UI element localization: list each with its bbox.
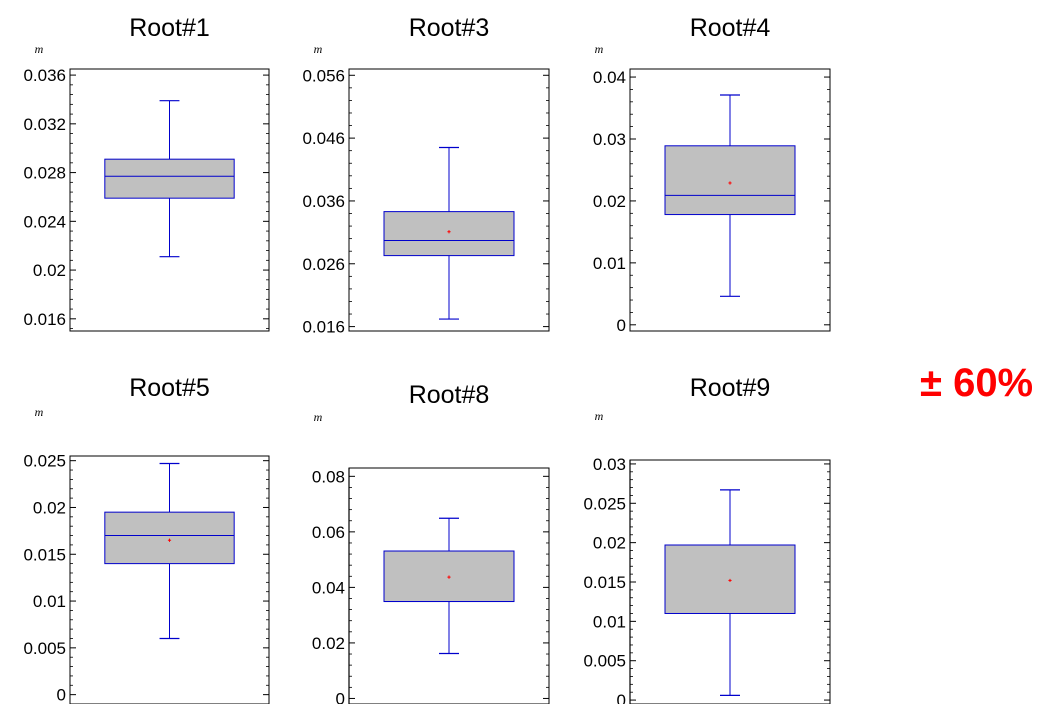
iqr-box [383,211,515,257]
y-tick-label: 0.016 [302,318,345,337]
iqr-box [104,511,235,565]
y-tick-label: 0.03 [593,130,626,149]
y-tick-label: 0.032 [23,115,66,134]
plot-frame [69,455,270,704]
y-tick-label: 0.02 [593,534,626,553]
y-tick-label: 0 [57,686,66,704]
iqr-box [104,158,235,199]
y-unit-label: m [35,405,44,419]
y-tick-label: 0.02 [33,498,66,517]
chart-panel: Root#4 m 0 0.01 0.02 0.03 0.04 [593,14,831,335]
y-tick-label: 0.025 [23,452,66,471]
y-tick-label: 0.005 [583,652,626,671]
y-tick-label: 0.015 [583,573,626,592]
chart-title: Root#3 [409,14,490,42]
y-tick-label: 0.03 [593,455,626,474]
y-tick-label: 0.005 [23,639,66,658]
y-unit-label: m [595,409,604,423]
y-tick-label: 0.04 [593,68,626,87]
chart-title: Root#9 [690,374,771,402]
chart-panel: Root#3 m 0.016 0.026 0.036 0.046 0.056 [302,14,550,337]
chart-panel: Root#5 m 0 0.005 0.01 0.015 0.02 0.025 [23,374,270,704]
chart-title: Root#8 [409,381,490,409]
y-tick-label: 0.036 [302,192,345,211]
chart-panel: Root#1 m 0.016 0.02 0.024 0.028 0.032 0.036 [23,14,270,332]
y-tick-label: 0.01 [593,612,626,631]
y-unit-label: m [314,410,323,424]
chart-title: Root#5 [129,374,210,402]
plot-frame [629,68,831,332]
y-tick-label: 0.016 [23,310,66,329]
plot-frame [348,68,550,332]
y-tick-label: 0.028 [23,164,66,183]
chart-panel: Root#8 m 0 0.02 0.04 0.06 0.08 [312,381,550,704]
chart-panel: Root#9 m 0 0.005 0.01 0.015 0.02 0.025 0.03 [583,374,831,704]
y-tick-label: 0 [617,691,626,704]
chart-title: Root#1 [129,14,210,42]
y-unit-label: m [35,42,44,56]
y-tick-label: 0.01 [33,592,66,611]
y-tick-label: 0.024 [23,212,66,231]
variation-annotation: ± 60% [920,361,1034,405]
plot-frame [69,68,270,332]
y-tick-label: 0.026 [302,255,345,274]
y-tick-label: 0.02 [593,192,626,211]
y-unit-label: m [314,42,323,56]
y-tick-label: 0 [336,689,345,704]
chart-title: Root#4 [690,14,771,42]
y-tick-label: 0.036 [23,66,66,85]
y-tick-label: 0.046 [302,129,345,148]
y-unit-label: m [595,42,604,56]
y-tick-label: 0.025 [583,494,626,513]
y-tick-label: 0.08 [312,467,345,486]
y-tick-label: 0.04 [312,578,345,597]
y-tick-label: 0.056 [302,66,345,85]
y-tick-label: 0.01 [593,254,626,273]
y-tick-label: 0.02 [312,634,345,653]
y-tick-label: 0.02 [33,261,66,280]
y-tick-label: 0.015 [23,545,66,564]
iqr-box [664,145,796,216]
y-tick-label: 0 [617,316,626,335]
y-tick-label: 0.06 [312,523,345,542]
